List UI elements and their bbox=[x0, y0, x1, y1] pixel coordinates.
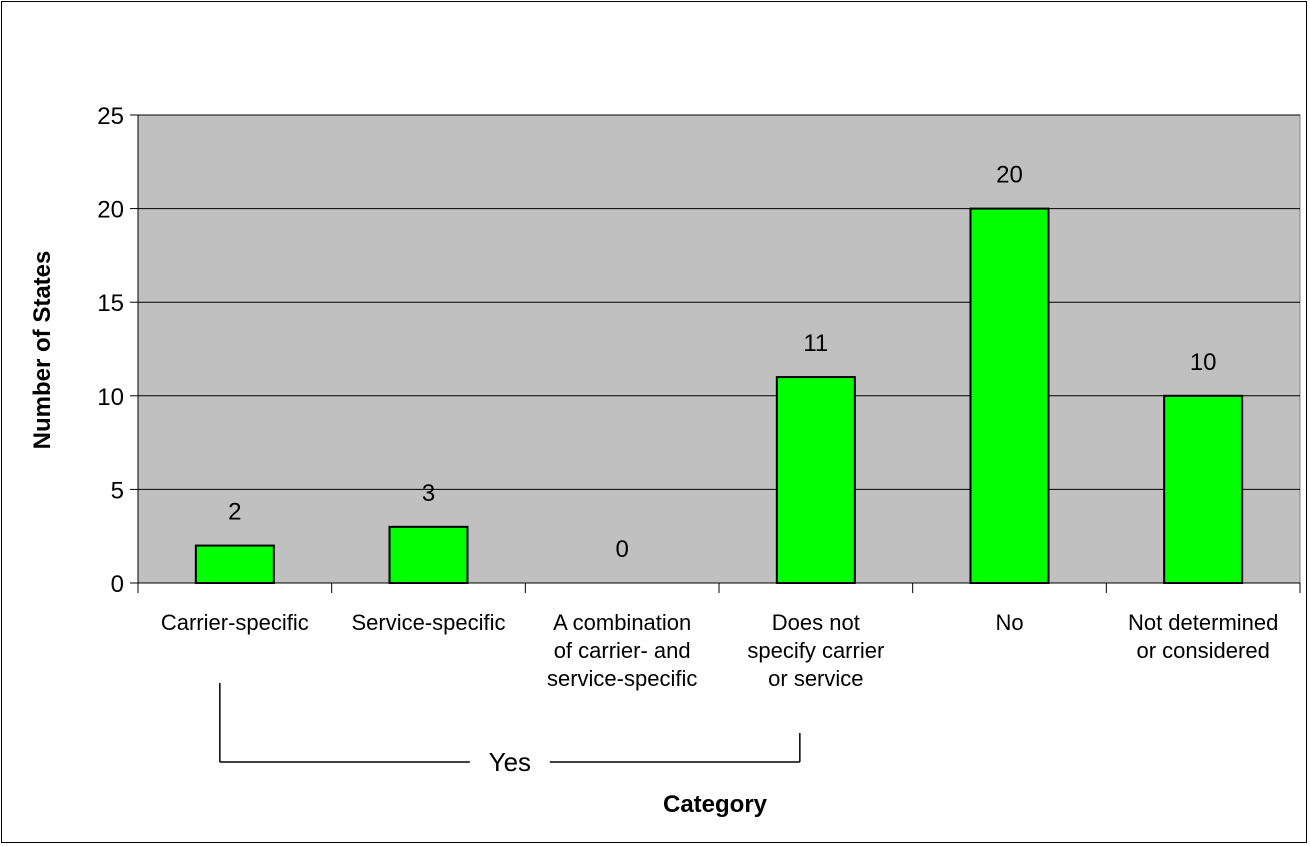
category-label: Service-specific bbox=[351, 610, 505, 635]
plot-background bbox=[137, 114, 1301, 584]
y-tick-label: 0 bbox=[111, 571, 124, 598]
category-label-line: or service bbox=[768, 666, 863, 691]
x-axis-title: Category bbox=[663, 791, 768, 818]
category-label: Not determined or considered bbox=[1128, 610, 1278, 663]
category-label-line: A combination bbox=[553, 610, 691, 635]
y-tick-label: 25 bbox=[97, 103, 124, 130]
plot-area bbox=[137, 114, 1301, 584]
category-label-line: No bbox=[995, 610, 1023, 635]
category-label: A combination of carrier- and service-spec… bbox=[547, 610, 697, 691]
yes-group-bracket: Yes bbox=[219, 683, 801, 777]
data-label: 10 bbox=[1190, 349, 1217, 376]
category-label: Does not specify carrier or service bbox=[747, 610, 884, 691]
y-tick-label: 15 bbox=[97, 290, 124, 317]
bars bbox=[194, 207, 1244, 585]
y-tick-label: 20 bbox=[97, 197, 124, 224]
category-label-line: of carrier- and bbox=[554, 638, 691, 663]
category-label-line: or considered bbox=[1137, 638, 1270, 663]
category-label-line: Carrier-specific bbox=[161, 610, 309, 635]
data-label: 3 bbox=[422, 480, 435, 507]
category-label: No bbox=[995, 610, 1023, 635]
bar bbox=[388, 525, 469, 585]
bar bbox=[775, 376, 856, 584]
data-label: 20 bbox=[996, 162, 1023, 189]
data-label: 2 bbox=[228, 499, 241, 526]
bar bbox=[1163, 394, 1244, 584]
labels: 2 Carrier-specific 3 Service-specific 0 A com… bbox=[161, 162, 1279, 691]
category-label-line: specify carrier bbox=[747, 638, 884, 663]
y-tick-label: 10 bbox=[97, 384, 124, 411]
data-label: 11 bbox=[803, 330, 828, 357]
y-tick-label: 5 bbox=[111, 477, 124, 504]
gridlines bbox=[138, 114, 1300, 490]
bar bbox=[969, 207, 1050, 584]
data-label: 0 bbox=[615, 536, 628, 563]
yes-group-label: Yes bbox=[489, 747, 531, 777]
category-label-line: Does not bbox=[772, 610, 860, 635]
category-label-line: Not determined bbox=[1128, 610, 1278, 635]
category-label-line: Service-specific bbox=[351, 610, 505, 635]
category-label: Carrier-specific bbox=[161, 610, 309, 635]
category-label-line: service-specific bbox=[547, 666, 697, 691]
y-axis-title: Number of States bbox=[29, 251, 56, 450]
bar bbox=[194, 544, 275, 584]
